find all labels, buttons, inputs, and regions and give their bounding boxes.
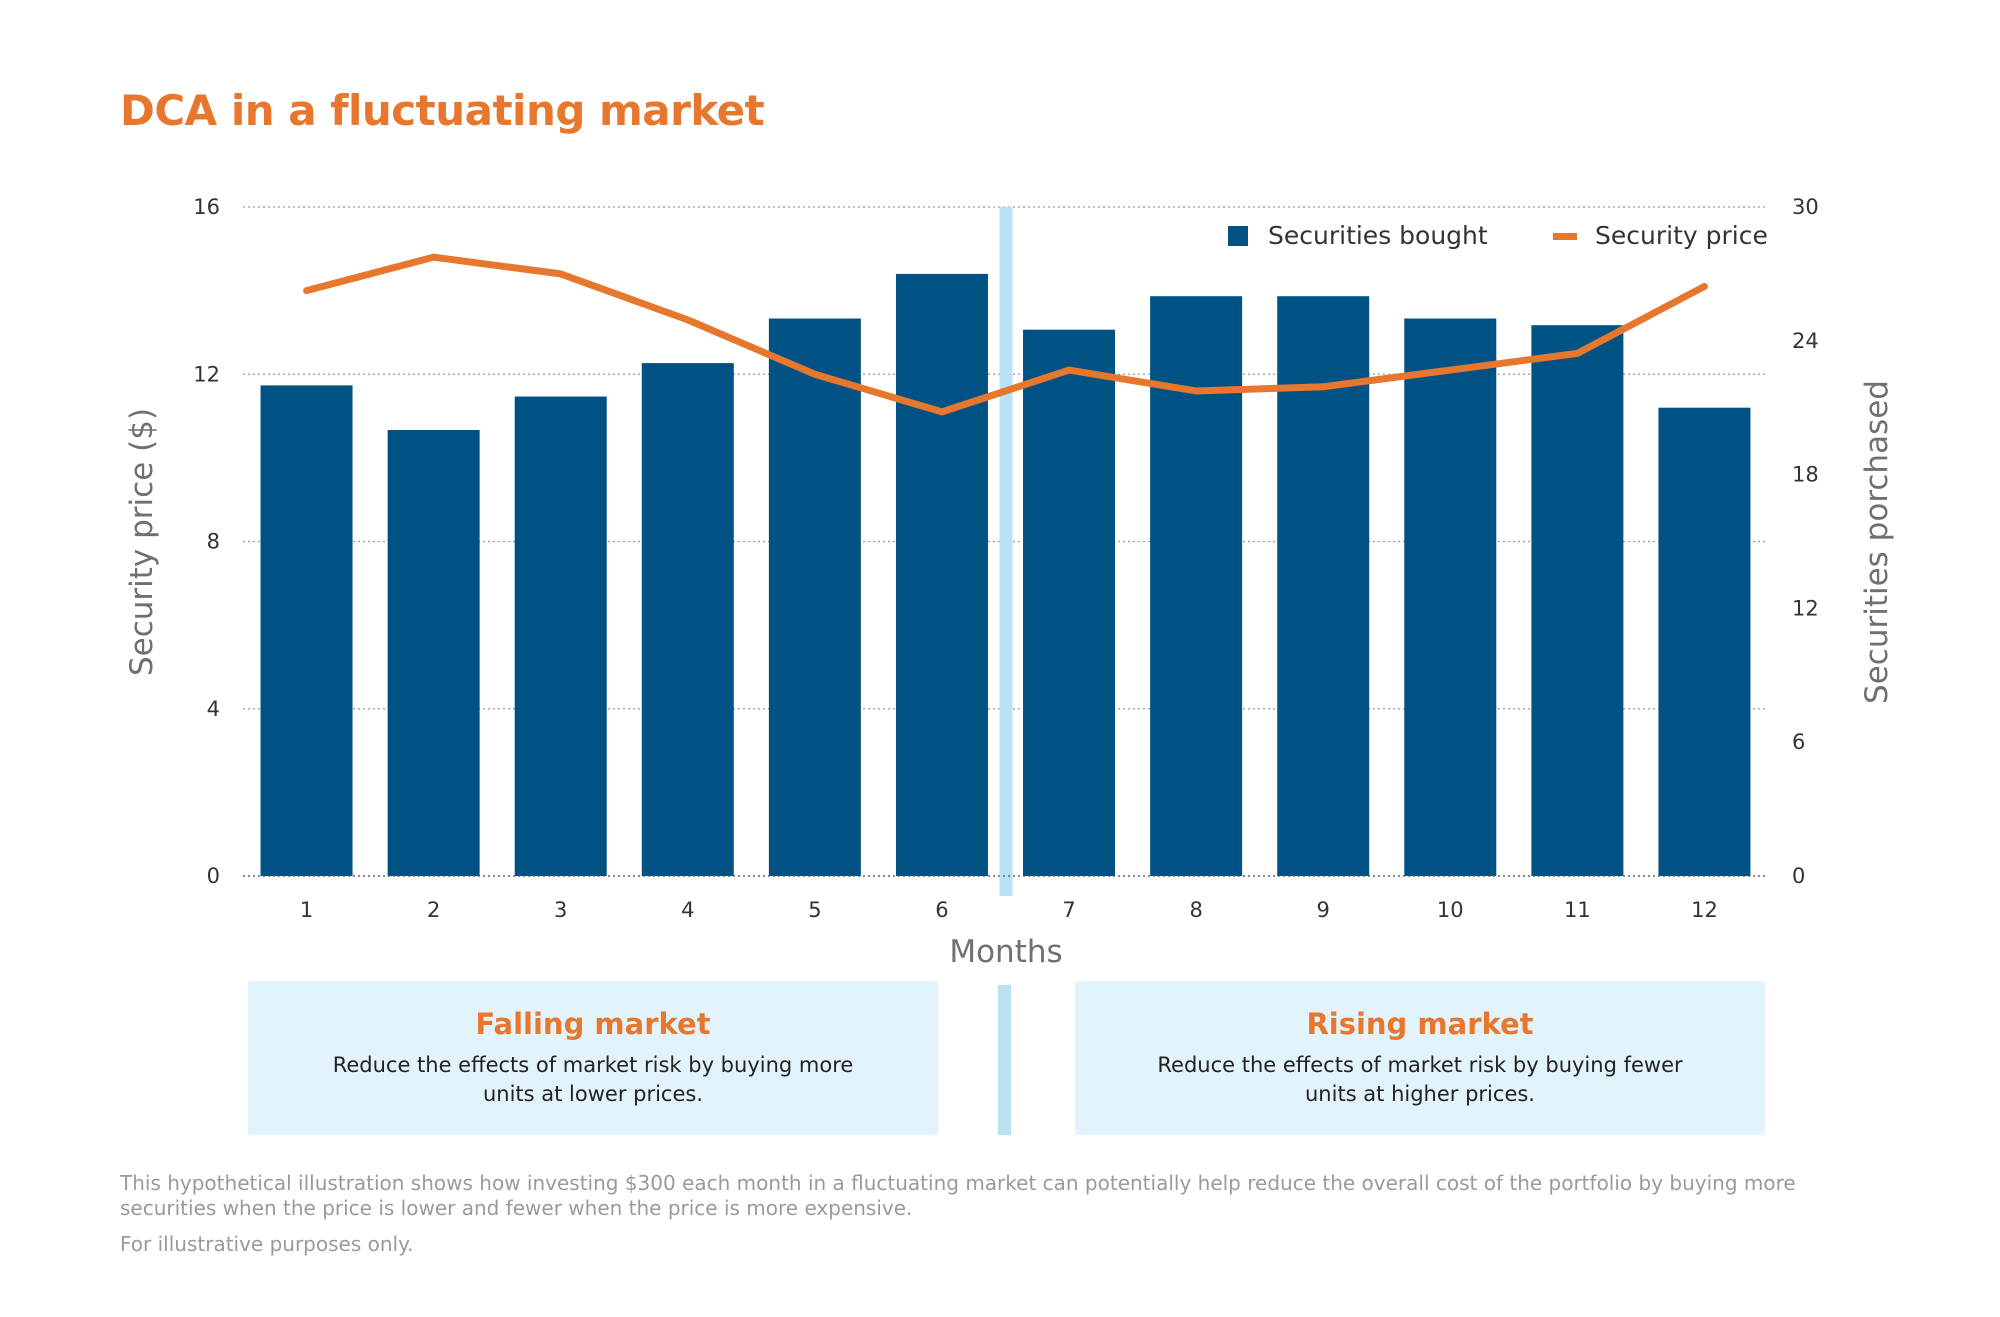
bar (260, 385, 353, 876)
y-tick-label: 0 (207, 864, 220, 888)
bar (1404, 318, 1497, 876)
rising-market-panel: Rising market Reduce the effects of mark… (1075, 981, 1765, 1135)
illustrative-note: For illustrative purposes only. (120, 1232, 414, 1256)
y-tick-label: 16 (193, 195, 220, 219)
price-line (303, 253, 1708, 416)
bar (768, 318, 861, 876)
x-tick-label: 6 (935, 898, 948, 922)
falling-market-text: Reduce the effects of market risk by buy… (332, 1053, 854, 1106)
y2-tick-label: 0 (1792, 864, 1805, 888)
legend-bar-label: Securities bought (1268, 221, 1488, 250)
y2-tick-label: 12 (1792, 596, 1819, 620)
y-tick-label: 8 (207, 530, 220, 554)
y-tick-label: 12 (193, 362, 220, 386)
falling-market-title: Falling market (475, 1007, 711, 1041)
y-tick-label: 4 (207, 697, 220, 721)
market-divider (999, 207, 1013, 896)
x-tick-label: 1 (300, 898, 313, 922)
x-tick-label: 10 (1437, 898, 1464, 922)
rising-market-title: Rising market (1306, 1007, 1534, 1041)
chart-title: DCA in a fluctuating market (120, 86, 765, 135)
footnote: This hypothetical illustration shows how… (120, 1171, 1796, 1220)
x-tick-label: 2 (427, 898, 440, 922)
x-tick-label: 9 (1317, 898, 1330, 922)
bar (1531, 325, 1624, 876)
bar (1277, 296, 1370, 876)
x-axis-title: Months (949, 934, 1062, 970)
y2-tick-label: 24 (1792, 329, 1819, 353)
y2-axis-title: Securities porchased (1859, 380, 1895, 704)
legend-line-swatch (1553, 233, 1577, 240)
bar (641, 363, 734, 877)
y2-tick-label: 18 (1792, 463, 1819, 487)
bar (1023, 329, 1116, 876)
x-tick-label: 4 (681, 898, 694, 922)
bar (1658, 407, 1751, 876)
bar (514, 396, 607, 876)
legend-bar-swatch (1228, 226, 1248, 246)
legend-line-label: Security price (1595, 221, 1768, 250)
x-tick-label: 11 (1564, 898, 1591, 922)
y2-tick-label: 30 (1792, 195, 1819, 219)
x-tick-label: 12 (1691, 898, 1718, 922)
x-tick-label: 5 (808, 898, 821, 922)
bar (895, 273, 988, 876)
x-tick-label: 7 (1062, 898, 1075, 922)
x-tick-label: 3 (554, 898, 567, 922)
panel-divider (998, 985, 1011, 1135)
y2-tick-label: 6 (1792, 730, 1805, 754)
rising-market-text: Reduce the effects of market risk by buy… (1157, 1053, 1683, 1106)
x-tick-label: 8 (1189, 898, 1202, 922)
falling-market-panel: Falling market Reduce the effects of mar… (248, 981, 938, 1135)
bar (387, 430, 480, 876)
y-axis-title: Security price ($) (124, 408, 160, 676)
